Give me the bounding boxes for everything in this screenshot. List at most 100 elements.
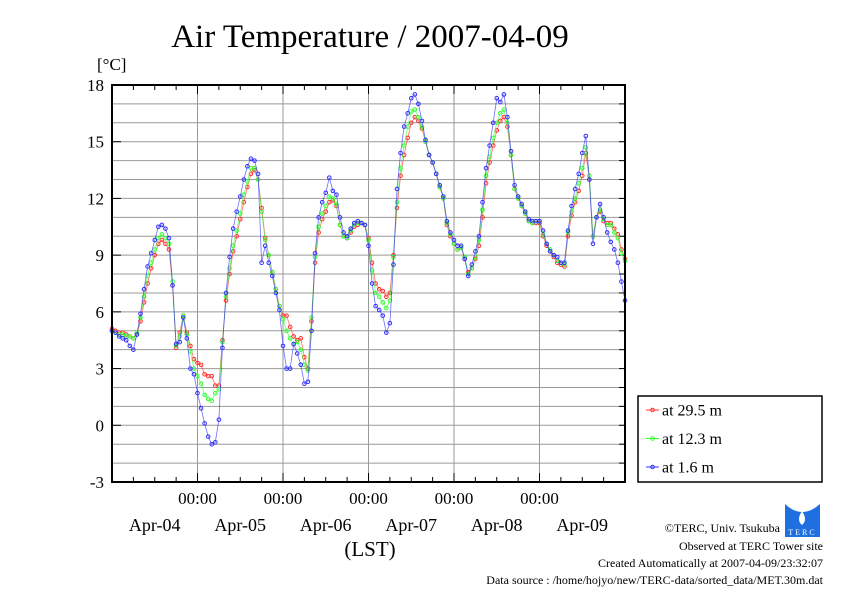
data-point — [490, 135, 496, 141]
data-point — [330, 188, 336, 194]
x-tick-time-label: 00:00 — [264, 489, 303, 508]
data-point — [294, 351, 300, 356]
data-point — [423, 137, 428, 143]
data-point — [252, 158, 257, 163]
data-point — [540, 228, 546, 233]
data-point — [537, 218, 542, 224]
data-point — [316, 215, 321, 220]
data-point — [612, 230, 617, 235]
x-tick-time-label: 00:00 — [520, 489, 559, 508]
data-point — [576, 171, 581, 177]
plot-frame — [111, 84, 626, 483]
data-point — [473, 249, 478, 254]
data-point — [337, 215, 343, 220]
data-point — [498, 111, 503, 116]
data-point — [138, 311, 143, 317]
y-axis-unit-label: [°C] — [97, 55, 126, 74]
data-point — [327, 194, 332, 199]
grid-lines — [112, 85, 625, 482]
data-point — [487, 160, 492, 165]
data-point — [316, 224, 321, 230]
data-point — [448, 230, 453, 235]
data-point — [237, 194, 243, 199]
data-point — [476, 233, 482, 239]
data-point — [305, 368, 311, 373]
data-point — [608, 239, 614, 245]
data-point — [594, 215, 599, 220]
data-point — [348, 226, 353, 231]
observed-site-text: Observed at TERC Tower site — [679, 539, 823, 553]
x-day-label: Apr-06 — [300, 515, 352, 535]
data-point — [384, 294, 389, 300]
data-point — [180, 313, 186, 318]
legend-label: at 29.5 m — [662, 403, 723, 420]
data-point — [384, 330, 389, 335]
data-point — [156, 224, 161, 230]
data-point — [148, 260, 154, 266]
data-point — [273, 290, 279, 296]
legend-label: at 1.6 m — [662, 460, 715, 477]
x-tick-time-label: 00:00 — [349, 489, 388, 508]
data-point — [501, 107, 507, 112]
data-point — [159, 222, 165, 228]
data-point — [234, 209, 239, 214]
data-point — [615, 260, 621, 266]
chart-title: Air Temperature / 2007-04-09 — [171, 19, 569, 55]
x-tick-labels: 00:00 00:00 00:00 00:00 00:00 Apr-04 Apr-05 Apr… — [129, 489, 608, 535]
data-point — [597, 201, 603, 207]
data-point — [373, 303, 378, 309]
series-group — [109, 92, 628, 447]
data-point — [583, 145, 589, 150]
x-day-label: Apr-07 — [385, 515, 437, 535]
data-point — [319, 211, 325, 216]
data-point — [458, 243, 464, 248]
data-point — [323, 209, 329, 214]
data-point — [298, 347, 304, 352]
data-point — [344, 233, 350, 239]
data-point — [237, 216, 243, 222]
data-point — [209, 441, 215, 447]
data-point — [319, 199, 325, 205]
data-point — [327, 175, 332, 180]
data-point — [209, 398, 215, 404]
data-point — [408, 95, 414, 101]
data-point — [433, 171, 439, 177]
data-point — [544, 241, 549, 247]
y-tick-labels: -3 0 3 6 9 12 15 18 — [87, 76, 104, 492]
legend-box — [637, 395, 823, 483]
data-point — [579, 150, 585, 156]
data-point — [398, 150, 403, 156]
data-point — [202, 421, 207, 426]
data-point — [483, 173, 489, 179]
data-point — [394, 199, 400, 205]
terc-logo: TERC — [785, 504, 820, 537]
data-point — [123, 337, 129, 343]
data-point — [384, 305, 389, 311]
data-point — [476, 243, 482, 248]
data-point — [141, 294, 147, 300]
data-point — [376, 294, 382, 300]
data-point — [116, 334, 122, 339]
data-point — [202, 371, 207, 377]
data-point — [298, 336, 304, 341]
data-point — [159, 232, 165, 237]
data-point — [355, 218, 361, 224]
data-point — [213, 440, 218, 445]
data-point — [205, 434, 211, 439]
data-point — [480, 199, 485, 205]
data-point — [494, 95, 500, 101]
x-axis-label: (LST) — [344, 537, 395, 561]
x-day-label: Apr-08 — [471, 515, 523, 535]
data-point — [505, 114, 510, 120]
data-point — [294, 339, 300, 345]
y-tick-label: 9 — [96, 246, 105, 265]
data-point — [515, 194, 521, 199]
data-point — [255, 171, 261, 177]
data-point — [241, 192, 247, 197]
data-point — [366, 237, 371, 243]
data-point — [241, 177, 247, 182]
data-point — [298, 362, 304, 368]
data-point — [416, 101, 421, 107]
data-point — [487, 143, 492, 148]
data-point — [480, 207, 485, 213]
